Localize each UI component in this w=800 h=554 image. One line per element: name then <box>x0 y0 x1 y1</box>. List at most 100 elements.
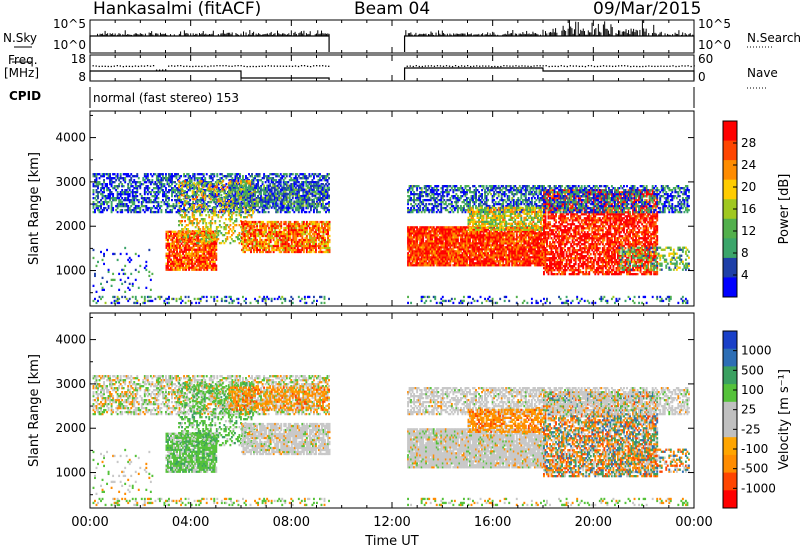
power-cell <box>199 228 202 231</box>
power-cell <box>168 196 170 200</box>
power-cell <box>191 192 194 195</box>
power-cell <box>305 181 308 184</box>
power-cell <box>285 181 288 184</box>
power-cell <box>197 252 200 255</box>
power-cell <box>167 262 169 265</box>
power-cell <box>296 173 299 176</box>
power-cell <box>92 196 95 200</box>
power-cell <box>232 228 235 231</box>
power-cell <box>193 235 196 239</box>
power-cell <box>242 228 245 232</box>
power-cell <box>281 200 284 204</box>
power-cell <box>212 198 215 201</box>
power-cell <box>245 194 247 198</box>
power-cell <box>173 256 175 259</box>
power-cell <box>177 262 180 265</box>
power-cell <box>226 224 229 227</box>
power-cell <box>103 200 105 204</box>
power-cell <box>215 266 218 269</box>
power-cell <box>232 206 235 209</box>
power-cell <box>194 262 197 265</box>
power-cell <box>238 173 241 176</box>
power-cell <box>231 192 234 195</box>
power-cell <box>178 204 181 208</box>
power-cell <box>158 187 161 190</box>
power-cell <box>297 175 300 178</box>
power-cell <box>178 220 180 223</box>
power-cell <box>178 189 181 192</box>
power-cell <box>179 234 181 237</box>
power-cell <box>203 239 206 243</box>
power-cell <box>252 202 254 205</box>
power-cell <box>112 192 115 196</box>
power-cell <box>311 173 314 176</box>
power-cell <box>217 194 220 198</box>
power-cell <box>315 210 318 214</box>
power-cell <box>212 264 215 267</box>
power-cell <box>315 183 318 186</box>
power-cell <box>314 173 317 176</box>
power-cell <box>202 202 205 206</box>
power-cell <box>261 210 264 214</box>
power-cell <box>235 297 238 301</box>
power-cell <box>203 235 206 239</box>
power-cell <box>226 194 229 197</box>
power-cell <box>255 183 258 186</box>
power-cell <box>264 181 267 184</box>
power-cell <box>269 190 272 194</box>
power-cell <box>174 262 177 265</box>
power-cell <box>134 196 137 200</box>
power-cell <box>130 190 133 194</box>
power-cell <box>213 175 216 178</box>
power-cell <box>234 177 237 180</box>
power-cell <box>168 198 170 202</box>
power-cell <box>325 196 327 199</box>
power-cell <box>296 246 299 250</box>
power-cell <box>214 212 217 215</box>
freq-dot <box>198 65 200 68</box>
power-cell <box>178 196 180 199</box>
power-cell <box>182 239 185 243</box>
power-cell <box>229 297 232 301</box>
power-cell <box>261 188 264 191</box>
power-cell <box>237 187 240 190</box>
power-cell <box>308 295 311 299</box>
power-cell <box>190 202 193 206</box>
power-cell <box>303 181 306 184</box>
power-cell <box>312 210 315 214</box>
power-cell <box>115 189 118 192</box>
power-cell <box>194 268 197 271</box>
power-cell <box>190 186 193 189</box>
power-cell <box>238 175 241 178</box>
power-cell <box>112 208 115 212</box>
power-cell <box>203 192 206 195</box>
power-cell <box>201 250 204 253</box>
power-cell <box>171 297 173 301</box>
power-cell <box>278 175 281 178</box>
power-cell <box>171 194 173 198</box>
power-cell <box>206 256 209 259</box>
power-cell <box>101 187 104 190</box>
power-cell <box>122 173 125 176</box>
freq-dot <box>466 65 469 67</box>
power-cell <box>165 252 168 255</box>
freq-dot <box>500 65 502 68</box>
power-cell <box>300 210 303 214</box>
power-cell <box>180 246 183 249</box>
power-cell <box>127 286 130 290</box>
power-cell <box>198 206 201 210</box>
power-cell <box>229 235 232 239</box>
freq-dot <box>412 65 414 68</box>
power-cell <box>276 190 279 194</box>
power-cell <box>166 190 169 194</box>
power-cell <box>173 244 175 247</box>
power-cell <box>311 200 314 204</box>
power-cell <box>234 179 237 182</box>
power-cell <box>177 252 180 255</box>
power-cell <box>189 256 192 259</box>
power-cell <box>185 234 188 237</box>
power-cell <box>119 190 122 194</box>
power-cell <box>183 268 186 271</box>
power-cell <box>215 239 218 243</box>
power-cell <box>282 187 285 190</box>
